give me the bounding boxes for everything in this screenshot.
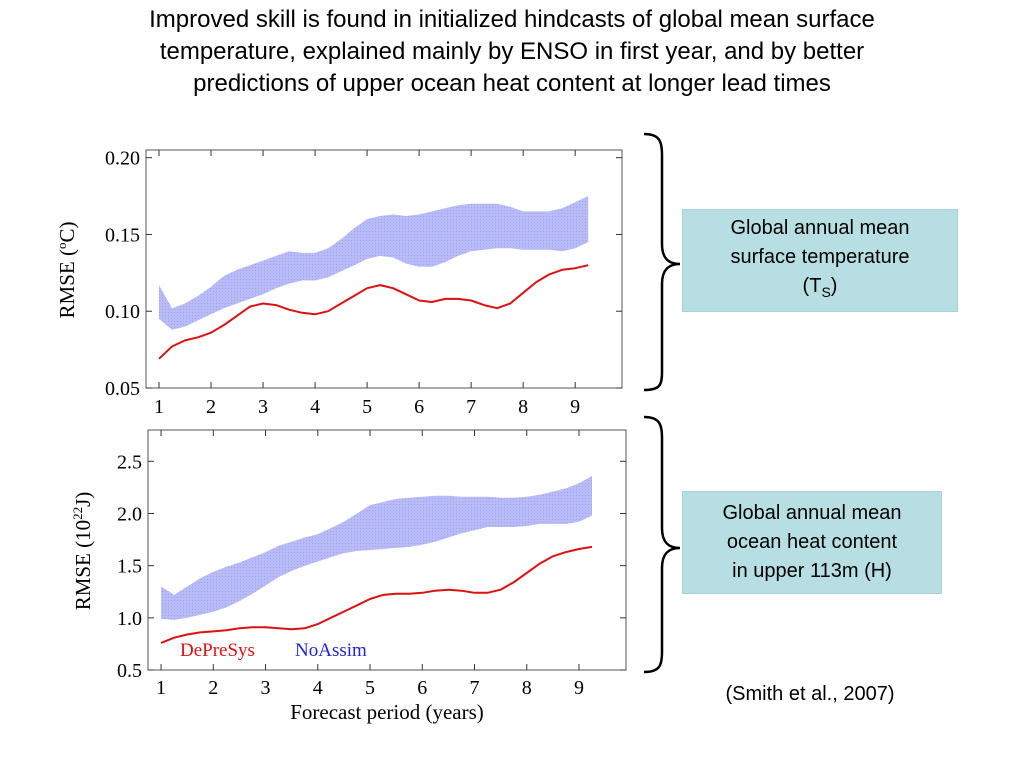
legend-noassim: NoAssim bbox=[295, 640, 367, 661]
bottom-x-axis-label: Forecast period (years) bbox=[290, 700, 484, 724]
top-x-tick-label: 5 bbox=[362, 396, 372, 418]
bottom-x-tick-label: 6 bbox=[417, 677, 427, 699]
top-y-axis-label-end: C) bbox=[55, 222, 79, 243]
oh-box-line-1: Global annual mean bbox=[722, 502, 902, 524]
title-line-1: Improved skill is found in initialized h… bbox=[149, 6, 875, 33]
top-x-tick-label: 7 bbox=[466, 396, 476, 418]
top-x-tick-label: 4 bbox=[310, 396, 320, 418]
top-y-axis-label-main: RMSE ( bbox=[55, 249, 79, 318]
citation: (Smith et al., 2007) bbox=[725, 683, 895, 705]
bottom-curly-brace bbox=[643, 415, 681, 674]
surface-temperature-label-box: Global annual mean surface temperature (… bbox=[682, 209, 958, 312]
bottom-panel-rmse-heat-content: 1 2 3 4 5 6 7 8 9 0.5 1.0 1.5 2.0 2.5 bbox=[117, 429, 627, 699]
title-line-3: predictions of upper ocean heat content … bbox=[193, 70, 831, 97]
bottom-y-tick-label: 0.5 bbox=[117, 660, 142, 682]
bottom-x-tick-label: 1 bbox=[156, 677, 166, 699]
bottom-y-axis-label-main: RMSE (10 bbox=[71, 520, 95, 610]
oh-box-line-3: in upper 113m (H) bbox=[732, 560, 892, 582]
top-x-tick-label: 6 bbox=[414, 396, 424, 418]
top-y-tick-label: 0.20 bbox=[105, 148, 140, 170]
ts-box-line-3-sub: S bbox=[821, 284, 831, 300]
bottom-y-axis-label: RMSE (1022J) bbox=[70, 492, 95, 611]
top-y-tick-label: 0.15 bbox=[105, 224, 140, 246]
top-panel-rmse-temperature: 1 2 3 4 5 6 7 8 9 0.05 0.10 0.15 0.20 bbox=[105, 148, 623, 418]
bottom-x-tick-label: 4 bbox=[313, 677, 323, 699]
top-curly-brace bbox=[643, 132, 681, 392]
bottom-y-tick-label: 1.0 bbox=[117, 608, 142, 630]
bottom-y-tick-label: 1.5 bbox=[117, 556, 142, 578]
top-x-tick-label: 3 bbox=[258, 396, 268, 418]
top-x-tick-label: 2 bbox=[206, 396, 216, 418]
bottom-x-tick-label: 2 bbox=[208, 677, 218, 699]
ts-box-line-3: (TS) bbox=[683, 272, 957, 307]
top-x-tick-label: 1 bbox=[154, 396, 164, 418]
top-x-tick-label: 9 bbox=[570, 396, 580, 418]
bottom-noassim-range-band bbox=[161, 475, 592, 620]
top-depresys-line bbox=[158, 264, 589, 360]
bottom-x-tick-label: 9 bbox=[574, 677, 584, 699]
top-noassim-range-band bbox=[159, 196, 589, 330]
ts-box-line-2: surface temperature bbox=[730, 246, 910, 268]
top-plot-frame bbox=[145, 149, 623, 389]
ocean-heat-content-label-box: Global annual mean ocean heat content in… bbox=[682, 491, 942, 594]
bottom-y-tick-label: 2.0 bbox=[117, 503, 142, 525]
bottom-y-tick-label: 2.5 bbox=[117, 451, 142, 473]
bottom-y-axis-label-sup: 22 bbox=[70, 507, 85, 520]
bottom-x-tick-label: 7 bbox=[470, 677, 480, 699]
top-y-tick-label: 0.05 bbox=[105, 378, 140, 400]
bottom-x-tick-label: 3 bbox=[261, 677, 271, 699]
slide-title: Improved skill is found in initialized h… bbox=[40, 4, 984, 100]
bottom-y-axis-label-end: J) bbox=[71, 492, 95, 507]
ts-box-line-3-main: (T bbox=[802, 275, 822, 297]
oh-box-line-2: ocean heat content bbox=[726, 531, 898, 553]
top-y-axis-label-sup: o bbox=[54, 243, 69, 250]
bottom-depresys-line bbox=[160, 545, 593, 644]
legend-depresys: DePreSys bbox=[180, 640, 255, 661]
bottom-x-tick-label: 8 bbox=[522, 677, 532, 699]
bottom-x-tick-label: 5 bbox=[365, 677, 375, 699]
top-x-tick-label: 8 bbox=[518, 396, 528, 418]
title-line-2: temperature, explained mainly by ENSO in… bbox=[159, 38, 865, 65]
ts-box-line-3-end: ) bbox=[830, 275, 838, 297]
ts-box-line-1: Global annual mean bbox=[730, 217, 910, 239]
bottom-plot-frame bbox=[147, 429, 627, 671]
top-y-axis-label: RMSE (oC) bbox=[54, 222, 79, 319]
top-y-tick-label: 0.10 bbox=[105, 301, 140, 323]
